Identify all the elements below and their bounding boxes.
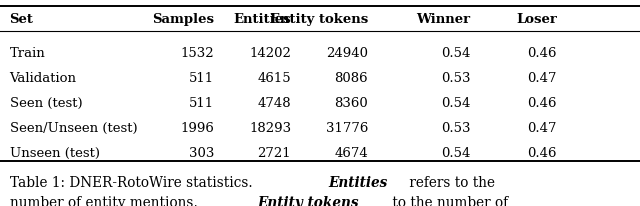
Text: Winner: Winner (416, 13, 470, 26)
Text: Entities: Entities (328, 175, 388, 189)
Text: refers to the: refers to the (404, 175, 495, 189)
Text: 1996: 1996 (180, 121, 214, 134)
Text: 0.47: 0.47 (527, 72, 557, 85)
Text: Train: Train (10, 47, 45, 60)
Text: 0.46: 0.46 (527, 97, 557, 109)
Text: 0.53: 0.53 (441, 72, 470, 85)
Text: 4674: 4674 (334, 146, 368, 159)
Text: Validation: Validation (10, 72, 77, 85)
Text: 8086: 8086 (334, 72, 368, 85)
Text: 0.46: 0.46 (527, 146, 557, 159)
Text: Unseen (test): Unseen (test) (10, 146, 100, 159)
Text: 0.54: 0.54 (441, 47, 470, 60)
Text: 0.54: 0.54 (441, 146, 470, 159)
Text: Entity tokens: Entity tokens (257, 195, 359, 206)
Text: 303: 303 (189, 146, 214, 159)
Text: number of entity mentions,: number of entity mentions, (10, 195, 202, 206)
Text: Set: Set (10, 13, 33, 26)
Text: Entities: Entities (234, 13, 291, 26)
Text: 14202: 14202 (250, 47, 291, 60)
Text: 31776: 31776 (326, 121, 368, 134)
Text: 0.53: 0.53 (441, 121, 470, 134)
Text: 8360: 8360 (334, 97, 368, 109)
Text: Samples: Samples (152, 13, 214, 26)
Text: 18293: 18293 (249, 121, 291, 134)
Text: Loser: Loser (516, 13, 557, 26)
Text: 2721: 2721 (257, 146, 291, 159)
Text: Seen (test): Seen (test) (10, 97, 82, 109)
Text: 0.47: 0.47 (527, 121, 557, 134)
Text: 4615: 4615 (257, 72, 291, 85)
Text: to the number of: to the number of (388, 195, 509, 206)
Text: 0.46: 0.46 (527, 47, 557, 60)
Text: 4748: 4748 (257, 97, 291, 109)
Text: 24940: 24940 (326, 47, 368, 60)
Text: 1532: 1532 (180, 47, 214, 60)
Text: Entity tokens: Entity tokens (269, 13, 368, 26)
Text: Seen/Unseen (test): Seen/Unseen (test) (10, 121, 137, 134)
Text: 511: 511 (189, 97, 214, 109)
Text: 511: 511 (189, 72, 214, 85)
Text: Table 1: DNER-RotoWire statistics.: Table 1: DNER-RotoWire statistics. (10, 175, 257, 189)
Text: 0.54: 0.54 (441, 97, 470, 109)
